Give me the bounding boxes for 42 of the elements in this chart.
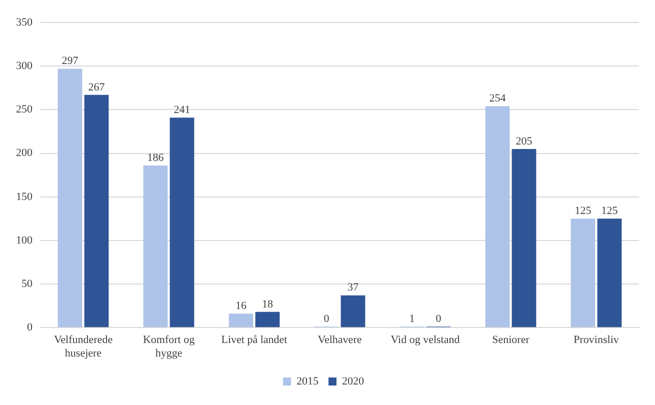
y-tick-label: 350 [16,16,33,28]
data-label: 125 [574,205,592,218]
y-tick-label: 250 [16,104,33,116]
x-tick-label: Seniorer [492,334,530,346]
y-tick-label: 300 [16,60,33,72]
bar [570,218,596,328]
data-label: 0 [324,312,330,325]
data-label: 18 [262,298,274,310]
bar [228,314,254,328]
legend-label: 2020 [342,375,364,388]
x-tick-label: Livet på landet [221,334,288,346]
x-tick-label: Velfunderede husejere [54,334,113,360]
y-tick-label: 0 [27,321,33,334]
y-tick-label: 200 [16,147,33,160]
bar [340,295,366,328]
bar [170,118,194,328]
data-label: 241 [174,104,190,116]
x-tick-label: Komfort og hygge [142,334,196,360]
y-tick-label: 100 [16,234,33,246]
data-label: 205 [516,135,533,148]
y-tick-label: 50 [22,278,33,290]
bar [255,312,280,328]
y-tick-label: 150 [16,190,33,203]
data-label: 267 [88,81,106,94]
data-label: 16 [235,300,247,312]
x-tick-label: Provinsliv [574,334,620,346]
data-label: 1 [409,312,415,325]
data-label: 125 [601,205,618,218]
bar [58,68,82,328]
data-label: 297 [62,55,79,68]
data-label: 37 [348,282,360,294]
bar [485,106,510,328]
bar [84,94,109,328]
data-label: 254 [489,92,506,105]
data-label: 0 [436,312,442,325]
bar [512,148,536,328]
bar [143,166,168,328]
bar [597,218,622,328]
legend-label: 2015 [296,375,319,388]
data-label: 186 [147,152,164,164]
x-tick-label: Velhavere [318,334,362,346]
x-tick-label: Vid og velstand [390,334,460,346]
